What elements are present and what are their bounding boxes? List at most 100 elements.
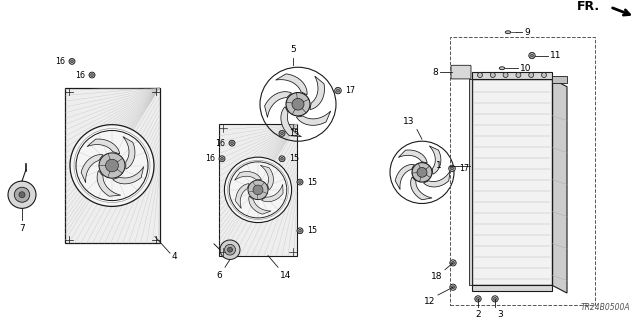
Circle shape — [219, 156, 225, 162]
Circle shape — [299, 229, 301, 232]
Text: 15: 15 — [289, 154, 299, 163]
Circle shape — [230, 142, 234, 144]
Circle shape — [220, 240, 240, 260]
Text: 2: 2 — [475, 309, 481, 319]
Circle shape — [297, 179, 303, 185]
Text: TR24B0500A: TR24B0500A — [580, 303, 630, 313]
Polygon shape — [235, 172, 261, 180]
Text: FR.: FR. — [577, 0, 600, 13]
Circle shape — [279, 131, 285, 136]
Circle shape — [492, 296, 498, 302]
Circle shape — [337, 89, 339, 92]
Circle shape — [477, 73, 483, 77]
Circle shape — [452, 286, 454, 289]
Text: 11: 11 — [550, 51, 561, 60]
Polygon shape — [424, 171, 450, 187]
Circle shape — [477, 298, 479, 300]
Text: 16: 16 — [205, 154, 215, 163]
Text: 4: 4 — [172, 252, 178, 260]
Polygon shape — [296, 111, 331, 125]
Ellipse shape — [505, 31, 511, 34]
Circle shape — [451, 167, 454, 170]
Polygon shape — [81, 155, 103, 183]
Polygon shape — [552, 79, 567, 293]
Circle shape — [225, 244, 236, 255]
Circle shape — [253, 185, 263, 195]
Text: 12: 12 — [424, 297, 435, 306]
Circle shape — [281, 157, 284, 160]
Circle shape — [292, 98, 304, 110]
Ellipse shape — [499, 67, 505, 70]
Text: 16: 16 — [55, 57, 65, 66]
Polygon shape — [411, 177, 432, 200]
Circle shape — [281, 132, 284, 135]
FancyBboxPatch shape — [451, 65, 471, 79]
Circle shape — [225, 157, 292, 223]
Polygon shape — [236, 184, 249, 209]
Circle shape — [475, 296, 481, 302]
Circle shape — [70, 60, 74, 63]
Text: 3: 3 — [497, 309, 503, 319]
Text: 15: 15 — [307, 226, 317, 235]
Polygon shape — [396, 164, 414, 190]
Circle shape — [286, 92, 310, 116]
Circle shape — [229, 140, 235, 146]
Circle shape — [516, 73, 521, 77]
Text: 16: 16 — [215, 139, 225, 148]
Circle shape — [70, 125, 154, 206]
Text: 7: 7 — [19, 224, 25, 233]
Circle shape — [335, 87, 341, 94]
Polygon shape — [398, 150, 427, 163]
Text: 18: 18 — [431, 272, 442, 281]
Circle shape — [69, 59, 75, 64]
Text: 10: 10 — [520, 64, 531, 73]
Text: 15: 15 — [289, 129, 299, 138]
Polygon shape — [261, 184, 283, 202]
Circle shape — [221, 157, 223, 160]
Text: 17: 17 — [345, 86, 355, 95]
Circle shape — [14, 187, 29, 202]
Text: 5: 5 — [290, 44, 296, 54]
Text: 9: 9 — [524, 28, 530, 37]
Bar — [552, 76, 567, 83]
Polygon shape — [249, 196, 271, 214]
Bar — [472, 285, 552, 291]
Circle shape — [493, 298, 497, 300]
Circle shape — [529, 73, 534, 77]
Bar — [450, 37, 595, 305]
Circle shape — [531, 54, 534, 57]
Text: 13: 13 — [403, 116, 414, 126]
Circle shape — [412, 163, 432, 182]
Circle shape — [19, 192, 25, 198]
Polygon shape — [65, 88, 159, 244]
Circle shape — [452, 261, 454, 264]
Circle shape — [450, 284, 456, 290]
Polygon shape — [281, 107, 301, 137]
Bar — [472, 79, 552, 285]
Circle shape — [503, 73, 508, 77]
Circle shape — [490, 73, 495, 77]
Circle shape — [529, 52, 535, 59]
Circle shape — [91, 74, 93, 76]
Bar — [469, 79, 472, 285]
Circle shape — [99, 153, 125, 178]
Circle shape — [106, 159, 118, 172]
Circle shape — [248, 180, 268, 200]
Bar — [472, 72, 552, 79]
Circle shape — [299, 181, 301, 183]
Circle shape — [297, 228, 303, 234]
Text: 1: 1 — [436, 161, 442, 170]
Text: 6: 6 — [216, 271, 222, 280]
Text: 16: 16 — [75, 70, 85, 80]
Polygon shape — [429, 146, 441, 174]
Text: 14: 14 — [280, 271, 291, 280]
Circle shape — [8, 181, 36, 208]
Circle shape — [89, 72, 95, 78]
Polygon shape — [123, 137, 135, 169]
Polygon shape — [264, 92, 292, 117]
Polygon shape — [219, 124, 297, 256]
Polygon shape — [260, 165, 273, 190]
Circle shape — [227, 247, 232, 252]
Text: 15: 15 — [307, 178, 317, 187]
Text: 17: 17 — [459, 164, 469, 173]
